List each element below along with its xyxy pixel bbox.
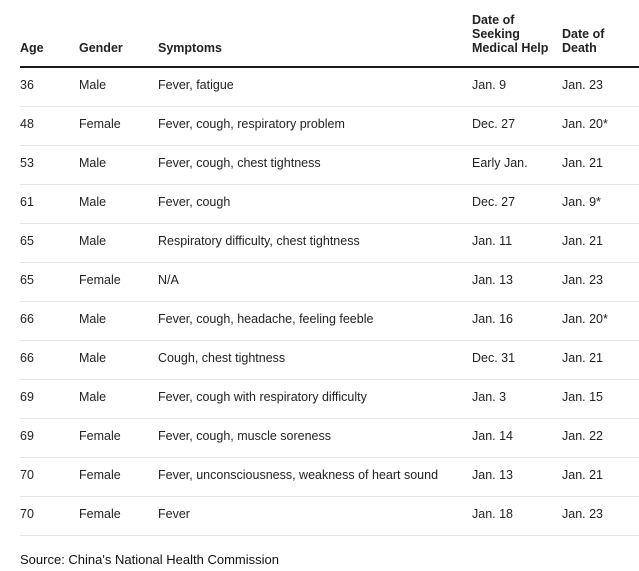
table-row: 36 Male Fever, fatigue Jan. 9 Jan. 23 — [20, 68, 639, 107]
cell-age: 48 — [20, 117, 34, 131]
cell-date-of-death: Jan. 21 — [562, 468, 604, 482]
cell-date-seeking-help: Jan. 13 — [472, 468, 514, 482]
cell-date-of-death: Jan. 22 — [562, 429, 604, 443]
cell-symptoms: Fever, cough, chest tightness — [158, 156, 321, 170]
cell-symptoms: Fever, unconsciousness, weakness of hear… — [158, 468, 439, 482]
cell-age: 70 — [20, 468, 34, 482]
cell-age: 66 — [20, 351, 34, 365]
cell-age: 61 — [20, 195, 34, 209]
cell-date-seeking-help: Jan. 11 — [472, 234, 513, 248]
cell-date-seeking-help: Jan. 13 — [472, 273, 514, 287]
cell-date-seeking-help: Jan. 9 — [472, 78, 507, 92]
cell-symptoms: Respiratory difficulty, chest tightness — [158, 234, 360, 248]
cell-date-seeking-help: Dec. 27 — [472, 195, 516, 209]
column-header-date-seeking-help: Date of Seeking Medical Help — [472, 13, 549, 55]
cell-gender: Female — [79, 117, 121, 131]
cell-age: 36 — [20, 78, 34, 92]
cell-symptoms: Fever, cough with respiratory difficulty — [158, 390, 367, 404]
cell-date-seeking-help: Jan. 18 — [472, 507, 514, 521]
cell-date-seeking-help: Dec. 31 — [472, 351, 516, 365]
table-header: Age Gender Symptoms Date of Seeking Medical… — [20, 0, 639, 68]
cell-gender: Male — [79, 78, 107, 92]
column-header-gender: Gender — [79, 41, 123, 55]
table-row: 66 Male Fever, cough, headache, feeling fe… — [20, 302, 639, 341]
cell-symptoms: Fever — [158, 507, 190, 521]
column-header-symptoms: Symptoms — [158, 41, 222, 55]
cell-date-seeking-help: Jan. 3 — [472, 390, 507, 404]
source-note: Source: China's National Health Commissi… — [20, 552, 279, 567]
table-row: 48 Female Fever, cough, respiratory proble… — [20, 107, 639, 146]
cell-date-of-death: Jan. 9* — [562, 195, 601, 209]
cell-gender: Male — [79, 195, 107, 209]
table-row: 70 Female Fever, unconsciousness, weakness… — [20, 458, 639, 497]
cell-age: 66 — [20, 312, 34, 326]
cell-age: 69 — [20, 390, 34, 404]
cell-date-of-death: Jan. 23 — [562, 273, 604, 287]
cell-gender: Female — [79, 429, 121, 443]
cell-gender: Male — [79, 234, 107, 248]
cell-symptoms: Fever, cough, respiratory problem — [158, 117, 345, 131]
table-row: 69 Female Fever, cough, muscle soreness Jan… — [20, 419, 639, 458]
table-row: 69 Male Fever, cough with respiratory diff… — [20, 380, 639, 419]
table-row: 61 Male Fever, cough Dec. 27 Jan. 9* — [20, 185, 639, 224]
cell-date-of-death: Jan. 20* — [562, 312, 608, 326]
cell-date-of-death: Jan. 23 — [562, 78, 604, 92]
cell-symptoms: Fever, cough, headache, feeling feeble — [158, 312, 374, 326]
cell-date-of-death: Jan. 21 — [562, 234, 604, 248]
cell-age: 69 — [20, 429, 34, 443]
cell-symptoms: Fever, fatigue — [158, 78, 234, 92]
cell-symptoms: Fever, cough — [158, 195, 231, 209]
cell-age: 70 — [20, 507, 34, 521]
cell-symptoms: Cough, chest tightness — [158, 351, 286, 365]
cell-gender: Male — [79, 312, 107, 326]
cell-gender: Male — [79, 390, 107, 404]
cell-gender: Male — [79, 156, 107, 170]
cell-gender: Female — [79, 507, 121, 521]
cell-date-seeking-help: Early Jan. — [472, 156, 528, 170]
table-row: 53 Male Fever, cough, chest tightness Early… — [20, 146, 639, 185]
death-cases-table: Age Gender Symptoms Date of Seeking Medical… — [20, 0, 639, 536]
table-row: 65 Female N/A Jan. 13 Jan. 23 — [20, 263, 639, 302]
cell-date-of-death: Jan. 21 — [562, 351, 604, 365]
cell-symptoms: N/A — [158, 273, 179, 287]
cell-age: 65 — [20, 273, 34, 287]
cell-gender: Female — [79, 468, 121, 482]
cell-symptoms: Fever, cough, muscle soreness — [158, 429, 331, 443]
table-body: 36 Male Fever, fatigue Jan. 9 Jan. 23 48 Femal… — [20, 68, 639, 536]
cell-date-seeking-help: Jan. 14 — [472, 429, 514, 443]
column-header-date-of-death: Date of Death — [562, 27, 605, 55]
cell-date-seeking-help: Jan. 16 — [472, 312, 514, 326]
cell-date-of-death: Jan. 20* — [562, 117, 608, 131]
table-row: 70 Female Fever Jan. 18 Jan. 23 — [20, 497, 639, 536]
cell-age: 65 — [20, 234, 34, 248]
cell-date-seeking-help: Dec. 27 — [472, 117, 516, 131]
cell-date-of-death: Jan. 23 — [562, 507, 604, 521]
table-row: 66 Male Cough, chest tightness Dec. 31 Jan. … — [20, 341, 639, 380]
cell-gender: Female — [79, 273, 121, 287]
cell-gender: Male — [79, 351, 107, 365]
cell-date-of-death: Jan. 15 — [562, 390, 604, 404]
column-header-age: Age — [20, 41, 44, 55]
cell-date-of-death: Jan. 21 — [562, 156, 604, 170]
table-row: 65 Male Respiratory difficulty, chest tigh… — [20, 224, 639, 263]
cell-age: 53 — [20, 156, 34, 170]
